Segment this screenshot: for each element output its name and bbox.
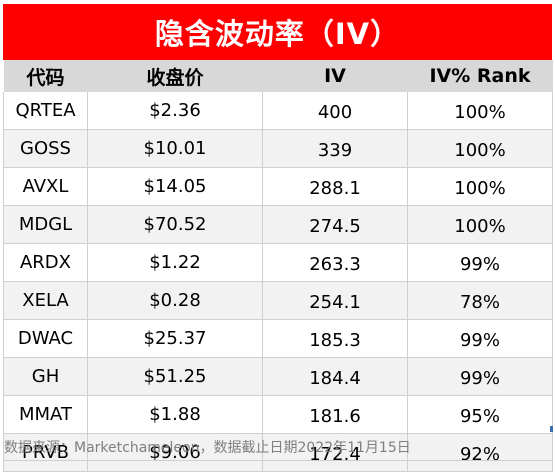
cell-ticker: XELA <box>3 281 88 320</box>
cell-iv: 185.3 <box>262 319 408 358</box>
bottom-divider <box>3 460 552 461</box>
cell-close-price: $14.05 <box>87 167 263 206</box>
cell-iv-rank: 99% <box>407 357 553 396</box>
cell-close-price: $70.52 <box>87 205 263 244</box>
source-footnote: 数据来源：Marketchameleon，数据截止日期2022年11月15日 <box>4 440 411 456</box>
cell-iv: 254.1 <box>262 281 408 320</box>
cell-iv: 181.6 <box>262 395 408 434</box>
cell-ticker: ARDX <box>3 243 88 282</box>
cell-iv-rank: 95% <box>407 395 553 434</box>
table-row: MMAT $1.88 181.6 95% <box>3 395 553 434</box>
table-row: GH $51.25 184.4 99% <box>3 357 553 396</box>
cell-iv: 263.3 <box>262 243 408 282</box>
table-row: QRTEA $2.36 400 100% <box>3 92 553 130</box>
table-row: MDGL $70.52 274.5 100% <box>3 205 553 244</box>
cell-close-price: $1.22 <box>87 243 263 282</box>
table-header-row: 代码 收盘价 IV IV% Rank <box>3 60 553 92</box>
cell-iv: 400 <box>262 92 408 130</box>
page-title: 隐含波动率（IV） <box>3 4 552 60</box>
cell-close-price: $25.37 <box>87 319 263 358</box>
column-header-ticker: 代码 <box>3 60 88 92</box>
cell-iv-rank: 92% <box>407 433 553 472</box>
cell-ticker: AVXL <box>3 167 88 206</box>
cell-iv-rank: 99% <box>407 243 553 282</box>
cell-close-price: $0.28 <box>87 281 263 320</box>
cell-iv: 339 <box>262 129 408 168</box>
table-row: GOSS $10.01 339 100% <box>3 129 553 168</box>
cell-iv-rank: 100% <box>407 129 553 168</box>
table-row: DWAC $25.37 185.3 99% <box>3 319 553 358</box>
cell-ticker: MMAT <box>3 395 88 434</box>
cell-close-price: $10.01 <box>87 129 263 168</box>
column-header-close-price: 收盘价 <box>87 60 263 92</box>
cell-iv-rank: 100% <box>407 167 553 206</box>
cell-ticker: QRTEA <box>3 92 88 130</box>
cell-close-price: $2.36 <box>87 92 263 130</box>
cell-ticker: GH <box>3 357 88 396</box>
cell-iv-rank: 100% <box>407 205 553 244</box>
cell-ticker: MDGL <box>3 205 88 244</box>
table-row: XELA $0.28 254.1 78% <box>3 281 553 320</box>
cell-iv-rank: 99% <box>407 319 553 358</box>
resize-handle[interactable] <box>550 426 553 432</box>
cell-close-price: $51.25 <box>87 357 263 396</box>
cell-close-price: $1.88 <box>87 395 263 434</box>
iv-table: 代码 收盘价 IV IV% Rank QRTEA $2.36 400 100% … <box>3 60 553 472</box>
cell-ticker: GOSS <box>3 129 88 168</box>
column-header-iv: IV <box>262 60 408 92</box>
table-row: ARDX $1.22 263.3 99% <box>3 243 553 282</box>
cell-ticker: DWAC <box>3 319 88 358</box>
cell-iv: 288.1 <box>262 167 408 206</box>
column-header-iv-rank: IV% Rank <box>407 60 553 92</box>
cell-iv: 184.4 <box>262 357 408 396</box>
cell-iv-rank: 100% <box>407 92 553 130</box>
cell-iv-rank: 78% <box>407 281 553 320</box>
cell-ticker: PRVB <box>3 433 88 472</box>
table-row: AVXL $14.05 288.1 100% <box>3 167 553 206</box>
cell-iv: 274.5 <box>262 205 408 244</box>
